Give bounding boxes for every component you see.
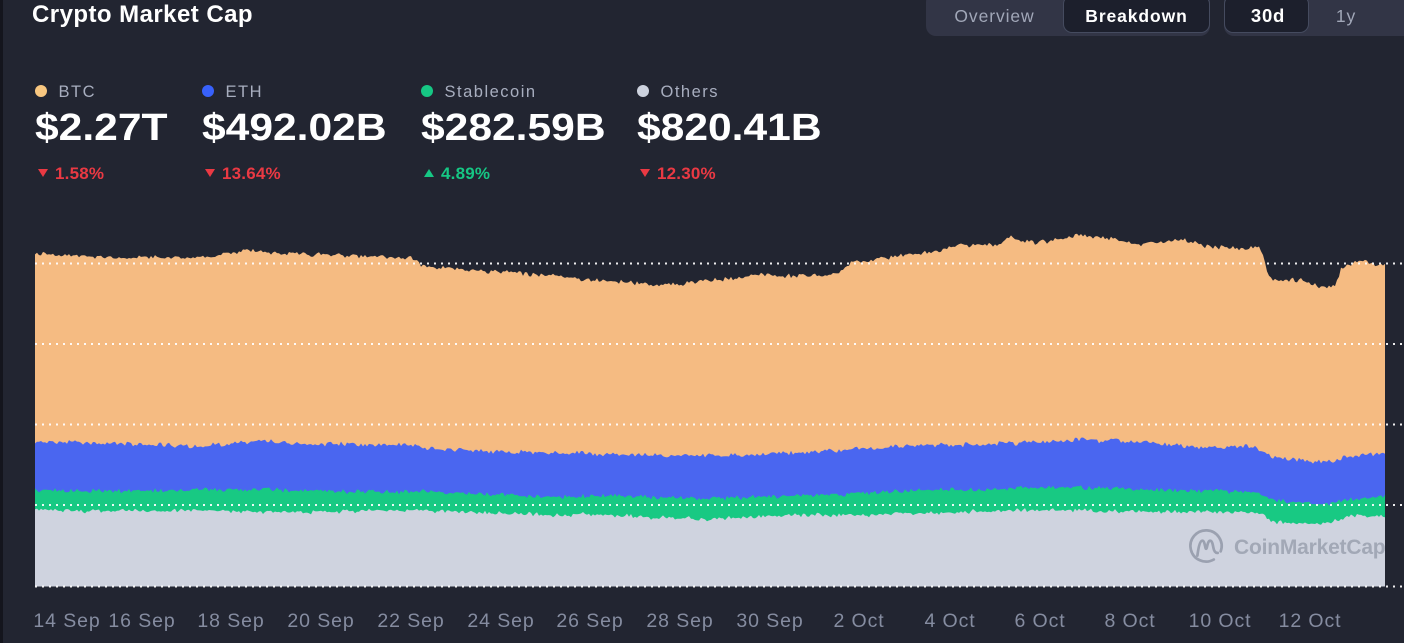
svg-text:CoinMarketCap: CoinMarketCap <box>1234 536 1385 559</box>
